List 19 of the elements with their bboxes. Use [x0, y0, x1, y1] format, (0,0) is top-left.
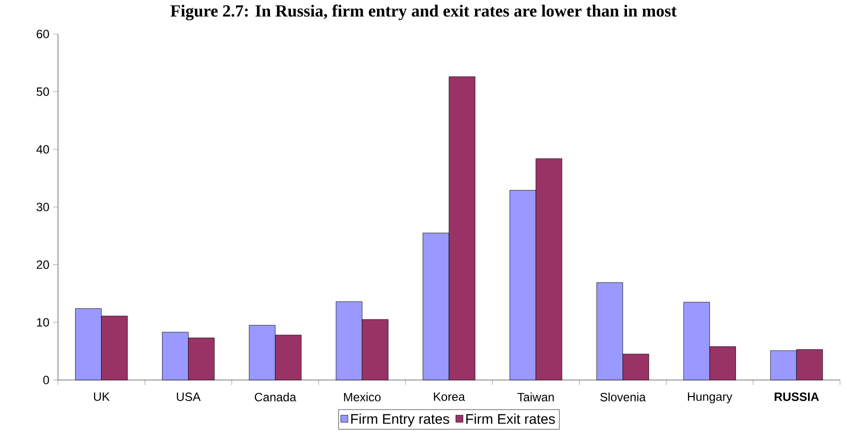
legend-label: Firm Exit rates	[466, 414, 555, 424]
y-tick-label: 20	[36, 260, 50, 269]
x-tick-label: Slovenia	[600, 392, 646, 402]
legend-label: Firm Entry rates	[351, 414, 450, 427]
x-tick-label: Mexico	[344, 392, 381, 402]
chart-title: Figure 2.7: In Russia, firm entry and exit rates are lower than in most	[170, 4, 677, 20]
x-tick-label: Hungary	[688, 392, 732, 404]
x-tick-label: RUSSIA	[774, 392, 819, 402]
x-tick-label: USA	[176, 392, 201, 402]
y-tick-label: 50	[36, 87, 50, 96]
x-tick-label: Korea	[434, 392, 465, 401]
x-tick-label: Canada	[254, 392, 296, 402]
y-tick-label: 10	[37, 318, 50, 327]
y-tick-label: 30	[36, 202, 50, 212]
x-tick-label: Taiwan	[517, 392, 554, 402]
y-tick-label: 40	[36, 145, 50, 154]
x-tick-label: UK	[94, 392, 110, 401]
y-tick-label: 60	[36, 30, 50, 38]
y-tick-label: 0	[43, 376, 50, 384]
